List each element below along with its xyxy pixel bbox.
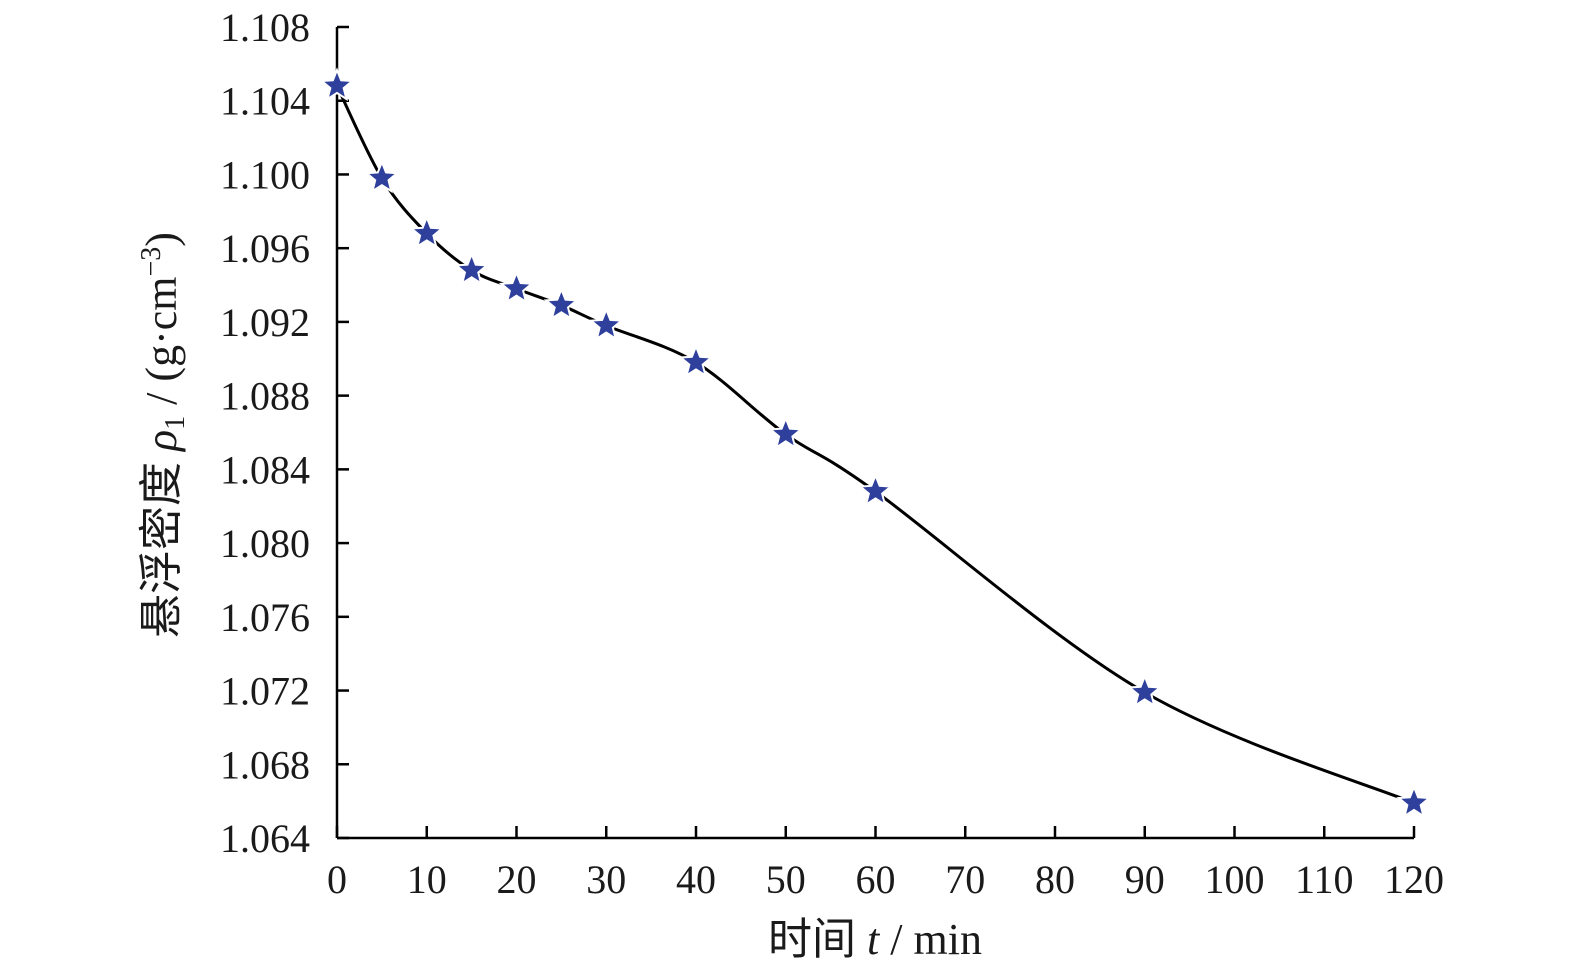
data-point-star [319,67,355,102]
y-tick-label: 1.108 [220,5,310,50]
y-tick-label: 1.064 [220,816,310,861]
data-point-star [543,286,580,321]
x-tick-label: 20 [497,857,537,902]
y-axis-title-prefix: 悬浮密度 [137,451,186,638]
y-tick-label: 1.100 [220,152,310,197]
x-tick-label: 80 [1035,857,1075,902]
data-point-star [678,343,714,378]
y-axis-title-superscript: −3 [136,247,167,277]
axes [335,27,1414,840]
data-point-star [1396,784,1432,819]
y-axis-title-variable: ρ [137,430,186,453]
data-point-star [767,415,804,450]
x-tick-label: 90 [1125,857,1165,902]
y-tick-label: 1.088 [220,374,310,419]
data-point-star [408,214,445,249]
y-axis-title-close: ) [137,232,186,247]
x-tick-label: 10 [407,857,447,902]
x-tick-label: 60 [856,857,896,902]
x-tick-label: 50 [766,857,806,902]
y-tick-label: 1.104 [220,79,310,124]
y-tick-label: 1.092 [220,300,310,345]
y-tick-label: 1.080 [220,521,310,566]
series-line [335,85,1415,805]
x-tick-label: 120 [1384,857,1444,902]
y-axis-title-subscript: 1 [160,416,191,430]
y-axis-title: 悬浮密度 ρ1 / (g·cm−3) [136,232,191,638]
data-point-star [588,306,625,341]
x-tick-label: 100 [1205,857,1265,902]
x-ticks: 0 10 20 30 40 50 60 70 80 90 100 110 120 [327,826,1444,902]
data-point-star [1126,673,1163,708]
x-axis-title-unit: / min [879,915,982,964]
y-tick-label: 1.068 [220,742,310,787]
x-axis-title: 时间 t / min [768,915,982,964]
y-tick-label: 1.072 [220,669,310,714]
y-axis-title-unit: / (g·cm [137,277,186,416]
data-point-star [453,251,490,286]
data-point-star [498,270,535,304]
data-point-star [857,472,894,507]
x-tick-label: 0 [327,857,347,902]
y-tick-label: 1.096 [220,226,310,271]
x-tick-label: 70 [945,857,985,902]
x-tick-label: 110 [1295,857,1354,902]
x-tick-label: 40 [676,857,716,902]
y-ticks: 1.064 1.068 1.072 1.076 1.080 1.084 1.088 1.092… [220,5,349,861]
y-tick-label: 1.076 [220,595,310,640]
x-axis-title-variable: t [867,915,881,964]
series [319,67,1432,819]
y-tick-label: 1.084 [220,447,310,492]
x-axis-title-prefix: 时间 [768,915,867,964]
x-tick-label: 30 [586,857,626,902]
data-point-star [364,159,400,194]
